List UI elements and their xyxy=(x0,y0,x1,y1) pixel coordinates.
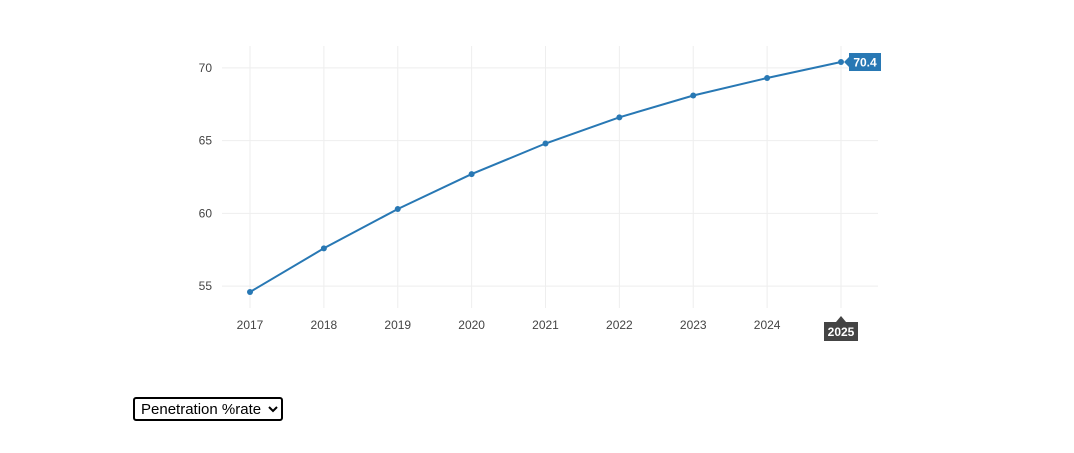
hover-y-pointer xyxy=(844,57,849,68)
x-axis: 2017 2018 2019 2020 2021 2022 2023 2024 xyxy=(237,318,781,332)
data-point[interactable] xyxy=(247,288,253,295)
x-tick-label: 2020 xyxy=(458,318,485,332)
data-point[interactable] xyxy=(542,140,549,147)
x-tick-label: 2023 xyxy=(680,318,707,332)
x-tick-label: 2022 xyxy=(606,318,633,332)
line-chart: 55 60 65 70 2017 2018 2019 2020 2021 2022 2023 202… xyxy=(199,46,881,341)
series-points[interactable] xyxy=(247,59,844,295)
x-tick-label: 2024 xyxy=(754,318,781,332)
y-tick-label: 60 xyxy=(199,206,213,220)
x-tick-label: 2018 xyxy=(311,318,338,332)
data-point[interactable] xyxy=(468,171,475,178)
chart-grid xyxy=(222,46,878,308)
data-point[interactable] xyxy=(616,114,623,121)
hover-y-box xyxy=(849,53,881,72)
hover-x-box xyxy=(824,322,858,341)
x-tick-label: 2017 xyxy=(237,318,264,332)
x-tick-label: 2019 xyxy=(384,318,411,332)
hover-x-pointer xyxy=(836,316,846,322)
y-tick-label: 55 xyxy=(199,279,213,293)
data-point[interactable] xyxy=(320,245,327,252)
metric-select[interactable]: Penetration %rate xyxy=(133,397,283,421)
hover-x-label: 2025 xyxy=(828,325,855,339)
hover-y-label: 70.4 xyxy=(853,56,877,70)
data-point[interactable] xyxy=(764,75,771,82)
y-tick-label: 65 xyxy=(199,134,213,148)
x-tick-label: 2021 xyxy=(532,318,559,332)
data-point[interactable] xyxy=(394,206,401,213)
data-point[interactable] xyxy=(838,59,844,66)
y-axis: 55 60 65 70 xyxy=(199,61,213,293)
y-tick-label: 70 xyxy=(199,61,213,75)
hover-labels: 70.4 2025 xyxy=(824,53,881,341)
data-point[interactable] xyxy=(690,92,697,99)
